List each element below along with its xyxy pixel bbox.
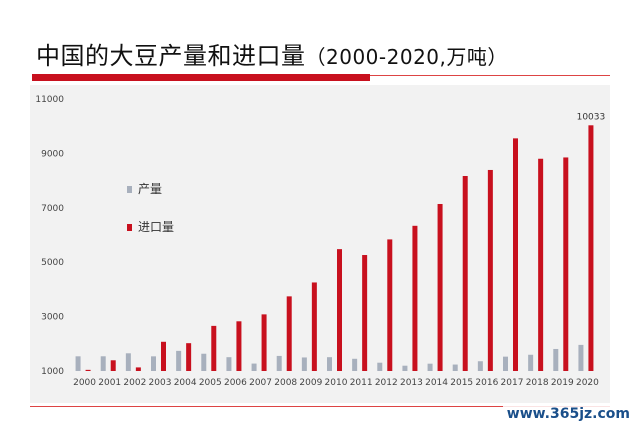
bar-production xyxy=(226,357,232,371)
bar-imports xyxy=(588,125,594,371)
bar-imports xyxy=(286,296,292,371)
x-tick-label: 2005 xyxy=(199,378,222,388)
bar-imports xyxy=(462,176,468,371)
bar-imports xyxy=(362,255,368,371)
data-label: 10033 xyxy=(577,112,606,122)
bar-production xyxy=(201,353,207,371)
bar-imports xyxy=(513,138,518,371)
x-tick-label: 2016 xyxy=(475,378,498,388)
bar-imports xyxy=(186,343,192,371)
bar-imports xyxy=(387,239,393,371)
bar-production xyxy=(327,357,332,371)
bar-production xyxy=(528,354,534,371)
legend-label: 产量 xyxy=(138,182,162,196)
x-tick-label: 2002 xyxy=(123,378,146,388)
x-tick-label: 2011 xyxy=(350,378,373,388)
bar-imports xyxy=(412,225,418,371)
title-unit: （2000-2020,万吨） xyxy=(305,45,508,69)
x-tick-label: 2001 xyxy=(98,378,121,388)
x-tick-label: 2015 xyxy=(450,378,473,388)
bar-production xyxy=(151,356,156,371)
bar-production xyxy=(503,356,508,371)
legend-label: 进口量 xyxy=(138,220,174,234)
bar-production xyxy=(176,350,182,371)
bar-production xyxy=(100,356,106,371)
x-tick-label: 2013 xyxy=(400,378,423,388)
x-tick-label: 2019 xyxy=(551,378,574,388)
y-tick-label: 1000 xyxy=(41,367,64,377)
x-tick-label: 2012 xyxy=(375,378,398,388)
x-tick-label: 2008 xyxy=(274,378,297,388)
bar-imports xyxy=(563,157,569,371)
bar-imports xyxy=(261,314,267,371)
y-tick-label: 11000 xyxy=(35,95,64,105)
bar-imports xyxy=(110,360,116,371)
header-divider xyxy=(370,75,610,76)
bar-imports xyxy=(211,325,217,371)
title-text: 中国的大豆产量和进口量 xyxy=(36,42,306,70)
bar-production xyxy=(251,363,257,371)
x-tick-label: 2007 xyxy=(249,378,272,388)
x-tick-label: 2017 xyxy=(501,378,524,388)
bar-production xyxy=(301,357,307,371)
bar-production xyxy=(578,344,584,371)
bar-production xyxy=(276,355,282,371)
x-tick-label: 2010 xyxy=(325,378,348,388)
bar-production xyxy=(477,361,483,371)
watermark: www.365jz.com xyxy=(502,406,634,422)
bar-imports xyxy=(538,158,544,371)
x-tick-label: 2006 xyxy=(224,378,247,388)
bar-imports xyxy=(337,249,342,371)
bar-production xyxy=(352,358,358,371)
x-tick-label: 2014 xyxy=(425,378,448,388)
bar-imports xyxy=(311,282,317,371)
x-tick-label: 2009 xyxy=(299,378,322,388)
x-tick-label: 2004 xyxy=(174,378,197,388)
y-tick-label: 5000 xyxy=(41,258,64,268)
bar-imports xyxy=(437,203,443,371)
bar-imports xyxy=(236,321,242,371)
bar-imports xyxy=(161,341,166,371)
bar-production xyxy=(452,364,458,371)
legend-swatch xyxy=(127,186,132,193)
footer-divider xyxy=(30,406,610,407)
bar-imports xyxy=(135,367,141,371)
y-tick-label: 9000 xyxy=(41,149,64,159)
page-title: 中国的大豆产量和进口量（2000-2020,万吨） xyxy=(36,36,508,71)
legend-swatch xyxy=(127,224,132,231)
x-tick-label: 2020 xyxy=(576,378,599,388)
bar-production xyxy=(427,363,433,371)
bar-imports xyxy=(85,369,91,371)
bar-imports xyxy=(487,169,493,371)
y-tick-label: 3000 xyxy=(41,313,64,323)
x-tick-label: 2000 xyxy=(73,378,96,388)
y-tick-label: 7000 xyxy=(41,204,64,214)
bar-production xyxy=(75,356,81,371)
bar-production xyxy=(377,362,383,371)
title-underline-accent xyxy=(32,74,370,81)
bar-production xyxy=(125,353,131,371)
bar-production xyxy=(553,348,559,371)
x-tick-label: 2003 xyxy=(149,378,172,388)
bar-production xyxy=(402,365,408,371)
x-tick-label: 2018 xyxy=(526,378,549,388)
